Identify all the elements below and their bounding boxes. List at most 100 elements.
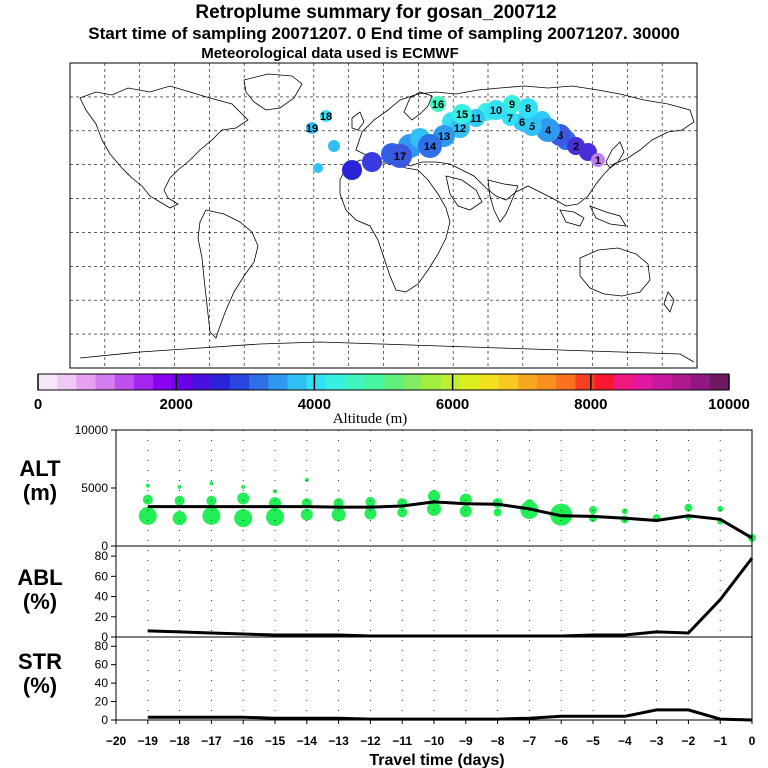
x-tick-label: −4: [618, 734, 632, 748]
colorbar-cell: [249, 374, 269, 390]
map-marker-label: 3: [557, 130, 563, 142]
alt-plume-dot: [209, 481, 214, 486]
colorbar-cell: [402, 374, 423, 390]
alt-plume-dot: [273, 489, 277, 494]
coastlines: [79, 73, 695, 363]
map-marker-label: 14: [424, 141, 437, 153]
x-tick-label: −7: [523, 734, 537, 748]
alt-plume-dot: [138, 506, 157, 525]
map-marker-4: [536, 118, 560, 142]
colorbar-cell: [38, 374, 58, 390]
map-marker-16: [430, 96, 446, 112]
colorbar-cell: [76, 374, 97, 390]
x-tick-label: −8: [491, 734, 505, 748]
colorbar-tick-label: 8000: [574, 396, 607, 413]
map-marker-9: [503, 95, 521, 113]
map-marker-8: [518, 98, 538, 118]
colorbar-cell: [690, 374, 711, 390]
map-marker-label: 13: [438, 131, 450, 143]
map-marker-label: 7: [507, 113, 513, 125]
plume-blob: [362, 152, 382, 172]
map-marker-17: [388, 144, 412, 168]
map-marker-10: [486, 100, 506, 120]
colorbar-cell: [210, 374, 231, 390]
alt-plume-dot: [145, 483, 150, 488]
colorbar-cell: [537, 374, 557, 390]
panels-outer-frame: [115, 429, 753, 721]
alt-plume-dot: [304, 477, 309, 482]
alt-panel-label: ALT: [19, 456, 61, 481]
y-tick-label: 40: [95, 676, 109, 690]
alt-mean-line: [147, 500, 753, 540]
x-tick-label: −9: [459, 734, 473, 748]
colorbar-cell: [172, 374, 193, 390]
colorbar-cell: [133, 374, 154, 390]
x-tick-label: −11: [392, 734, 412, 748]
alt-plume-dot: [234, 509, 253, 528]
colorbar-cell: [613, 374, 634, 390]
str-panel: STR (%) 0 20 40 60 80: [18, 639, 753, 727]
abl-panel-unit: (%): [23, 589, 57, 614]
alt-plume-dots: [138, 477, 756, 542]
colorbar-tick-label: 2000: [160, 396, 193, 413]
map-marker-14: [418, 134, 442, 158]
x-tick-label: −19: [138, 734, 159, 748]
map-marker-2: [567, 137, 585, 155]
alt-plume-dot: [202, 506, 221, 525]
x-tick-label: −13: [328, 734, 349, 748]
x-tick-label: −6: [554, 734, 568, 748]
y-tick-label: 0: [101, 630, 108, 644]
map-marker-19: [306, 122, 318, 134]
colorbar-cell: [364, 374, 384, 390]
x-axis-tick-labels: −20 −19 −18 −17 −16 −15 −14 −13 −12 −11 −10 −9 −8 −7−…: [106, 720, 756, 748]
map-marker-15: [452, 104, 472, 124]
plume-blob: [342, 160, 362, 180]
plume-blob: [313, 163, 323, 173]
alt-plume-dot: [300, 508, 313, 521]
map-marker-label: 4: [545, 125, 552, 137]
colorbar-tick-label: 6000: [436, 396, 469, 413]
colorbar-cell: [421, 374, 442, 390]
colorbar-cell: [268, 374, 289, 390]
alt-plume-dot: [364, 507, 377, 520]
y-tick-label: 5000: [81, 481, 108, 495]
panel-vertical-gridlines: [147, 430, 721, 720]
x-tick-label: −1: [713, 734, 727, 748]
map-marker-label: 6: [519, 117, 525, 129]
map-marker-label: 17: [394, 151, 406, 163]
y-tick-label: 10000: [75, 423, 109, 437]
abl-panel: ABL (%) 0 20 40 60 80: [17, 549, 754, 644]
panels-frame: [115, 429, 753, 721]
y-tick-label: 0: [101, 539, 108, 553]
y-tick-label: 60: [95, 569, 109, 583]
colorbar-cell: [441, 374, 461, 390]
map-marker-label: 5: [529, 121, 535, 133]
map-marker-label: 9: [509, 99, 515, 111]
map-marker-label: 2: [573, 141, 579, 153]
colorbar-cell: [498, 374, 519, 390]
map-marker-label: 15: [456, 109, 468, 121]
str-panel-label: STR: [18, 649, 62, 674]
colorbar-cell: [57, 374, 77, 390]
alt-plume-dot: [621, 508, 628, 515]
alt-plume-dot: [172, 511, 187, 526]
x-tick-label: −3: [650, 734, 664, 748]
map-marker-label: 19: [306, 123, 318, 135]
map-gridlines: [70, 63, 697, 368]
alt-plume-dot: [331, 507, 346, 522]
x-tick-label: −5: [586, 734, 600, 748]
alt-plume-dot: [142, 494, 153, 505]
altitude-colorbar: 0 2000 4000 6000 8000 10000 Altitude (m): [34, 373, 750, 427]
alt-plume-dot: [237, 492, 250, 505]
y-tick-label: 40: [95, 590, 109, 604]
colorbar-cell: [153, 374, 173, 390]
alt-panel-unit: (m): [23, 480, 57, 505]
alt-plume-dot: [365, 496, 376, 507]
alt-plume-dot: [397, 507, 408, 518]
meteorological-data-line: Meteorological data used is ECMWF: [201, 45, 459, 62]
map-marker-label: 1: [595, 155, 601, 167]
colorbar-cell: [325, 374, 346, 390]
str-line: [147, 708, 753, 722]
y-tick-label: 80: [95, 549, 109, 563]
y-tick-label: 20: [95, 695, 109, 709]
